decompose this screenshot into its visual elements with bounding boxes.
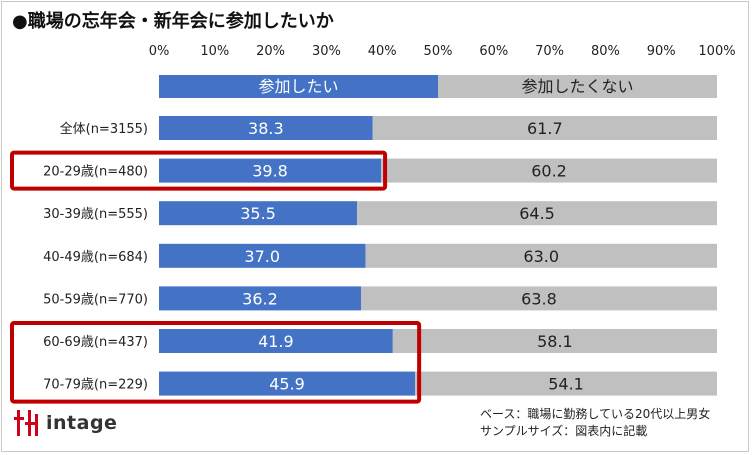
chart-title: ●職場の忘年会・新年会に参加したいか — [12, 11, 334, 32]
footnotes: ベース：職場に勤務している20代以上男女 サンプルサイズ：図表内に記載 — [480, 406, 710, 440]
bar-segment — [159, 286, 361, 311]
x-tick-label: 20% — [256, 44, 285, 59]
data-label: 38.3 — [248, 119, 284, 138]
bar-segment — [159, 158, 382, 183]
bar-segment — [372, 116, 717, 140]
data-label: 60.2 — [531, 162, 567, 181]
legend-label: 参加したくない — [521, 77, 633, 96]
x-tick-label: 50% — [424, 44, 453, 59]
x-tick-label: 100% — [698, 44, 735, 59]
x-tick-label: 40% — [368, 44, 397, 59]
data-label: 63.8 — [521, 289, 557, 308]
logo-text: intage — [46, 412, 118, 434]
x-tick-label: 10% — [200, 44, 229, 59]
bar-segment — [365, 243, 717, 268]
data-label: 54.1 — [548, 375, 584, 394]
bar-segment — [159, 371, 416, 396]
bar-segment — [392, 329, 717, 353]
category-label: 60-69歳(n=437) — [43, 335, 148, 350]
category-label: 40-49歳(n=684) — [43, 250, 148, 265]
bar-segment — [415, 371, 717, 396]
intage-logo-icon — [14, 410, 38, 436]
bar-segment — [159, 243, 366, 268]
category-label: 全体(n=3155) — [60, 121, 148, 137]
bar-segment — [159, 329, 393, 353]
bar-segment — [381, 158, 717, 183]
category-label: 20-29歳(n=480) — [43, 165, 148, 180]
note-base: ベース：職場に勤務している20代以上男女 — [480, 407, 711, 421]
bar-segment — [360, 286, 717, 311]
bar-segment — [159, 201, 358, 226]
category-label: 50-59歳(n=770) — [43, 292, 148, 307]
data-label: 35.5 — [240, 204, 276, 223]
note-sample-size: サンプルサイズ：図表内に記載 — [480, 424, 648, 438]
x-tick-label: 90% — [647, 44, 676, 59]
legend-bar-segment — [159, 75, 438, 98]
bar-segment — [159, 116, 373, 140]
x-tick-label: 60% — [479, 44, 508, 59]
intage-logo: intage — [14, 408, 117, 438]
legend-label: 参加したい — [258, 77, 338, 96]
data-label: 36.2 — [242, 289, 278, 308]
data-label: 58.1 — [537, 332, 573, 351]
highlight-box — [10, 150, 388, 191]
data-label: 39.8 — [252, 162, 288, 181]
x-tick-label: 70% — [535, 44, 564, 59]
bar-segment — [357, 201, 717, 226]
x-tick-label: 30% — [312, 44, 341, 59]
x-tick-label: 0% — [149, 44, 170, 59]
data-label: 63.0 — [523, 247, 559, 266]
x-tick-label: 80% — [591, 44, 620, 59]
category-label: 30-39歳(n=555) — [43, 207, 148, 222]
data-label: 61.7 — [527, 119, 563, 138]
data-label: 64.5 — [519, 204, 555, 223]
data-label: 45.9 — [269, 375, 305, 394]
data-label: 37.0 — [244, 247, 280, 266]
legend-bar-segment — [438, 75, 717, 98]
highlight-box — [10, 321, 422, 404]
data-label: 41.9 — [258, 332, 294, 351]
category-label: 70-79歳(n=229) — [43, 378, 148, 393]
